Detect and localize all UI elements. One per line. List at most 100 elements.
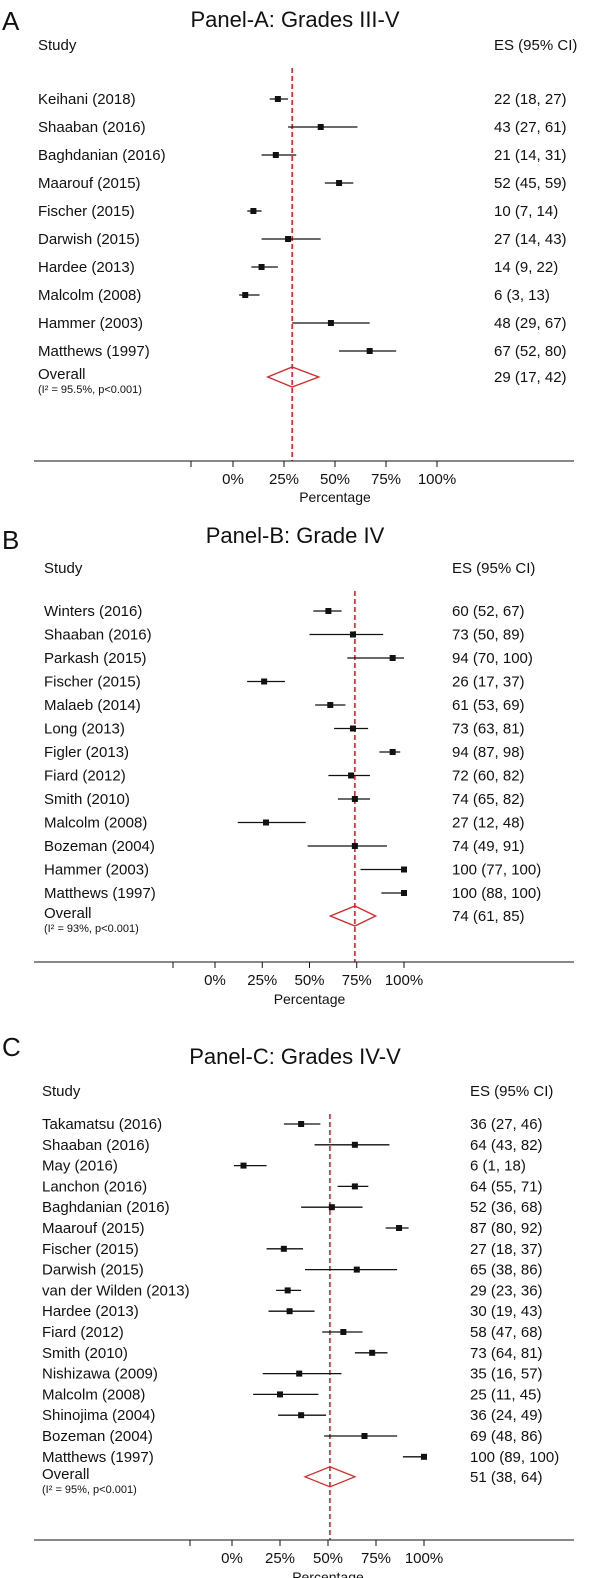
es-value: 65 (38, 86) bbox=[470, 1262, 543, 1279]
es-value: 73 (64, 81) bbox=[470, 1345, 543, 1362]
study-label: Malaeb (2014) bbox=[44, 697, 141, 714]
study-label: Baghdanian (2016) bbox=[42, 1199, 170, 1216]
study-column-header: Study bbox=[44, 560, 83, 577]
es-column-header: ES (95% CI) bbox=[494, 37, 577, 54]
effect-marker bbox=[349, 631, 356, 638]
es-value: 100 (77, 100) bbox=[452, 862, 541, 879]
effect-marker bbox=[298, 1412, 305, 1419]
x-tick-label: 0% bbox=[221, 1550, 243, 1567]
overall-es-value: 51 (38, 64) bbox=[470, 1469, 543, 1486]
effect-marker bbox=[401, 890, 407, 896]
study-label: Hardee (2013) bbox=[38, 259, 135, 276]
effect-marker bbox=[296, 1370, 303, 1377]
effect-marker bbox=[349, 725, 356, 732]
x-tick-label: 25% bbox=[269, 471, 299, 488]
es-value: 67 (52, 80) bbox=[494, 343, 567, 360]
x-axis-label: Percentage bbox=[292, 1569, 364, 1578]
study-label: Figler (2013) bbox=[44, 744, 129, 761]
es-value: 69 (48, 86) bbox=[470, 1428, 543, 1445]
es-value: 6 (3, 13) bbox=[494, 287, 550, 304]
es-value: 27 (12, 48) bbox=[452, 815, 525, 832]
study-label: Bozeman (2004) bbox=[42, 1428, 153, 1445]
chart-title: Panel-C: Grades IV-V bbox=[189, 1044, 401, 1069]
effect-marker bbox=[286, 1308, 293, 1315]
study-column-header: Study bbox=[42, 1083, 81, 1100]
es-value: 21 (14, 31) bbox=[494, 147, 567, 164]
es-value: 52 (36, 68) bbox=[470, 1199, 543, 1216]
overall-diamond bbox=[303, 1466, 357, 1488]
study-label: Lanchon (2016) bbox=[42, 1178, 147, 1195]
effect-marker bbox=[325, 608, 332, 614]
effect-marker bbox=[263, 819, 270, 826]
study-label: Shinojima (2004) bbox=[42, 1407, 155, 1424]
effect-marker bbox=[351, 1183, 358, 1190]
study-label: Fischer (2015) bbox=[42, 1241, 139, 1258]
study-label: Smith (2010) bbox=[42, 1345, 128, 1362]
es-value: 94 (87, 98) bbox=[452, 744, 525, 761]
study-label: Matthews (1997) bbox=[44, 885, 156, 902]
study-label: Long (2013) bbox=[44, 721, 125, 738]
es-value: 74 (49, 91) bbox=[452, 838, 525, 855]
panel-letter: B bbox=[2, 525, 20, 555]
effect-marker bbox=[353, 1266, 360, 1273]
x-tick-label: 0% bbox=[222, 471, 244, 488]
x-tick-label: 0% bbox=[204, 972, 226, 989]
overall-label: Overall bbox=[44, 905, 92, 922]
es-value: 43 (27, 61) bbox=[494, 119, 567, 136]
study-label: Maarouf (2015) bbox=[42, 1220, 145, 1237]
x-tick-label: 75% bbox=[371, 471, 401, 488]
heterogeneity-stats: (I² = 95.5%, p<0.001) bbox=[38, 384, 142, 396]
es-value: 100 (88, 100) bbox=[452, 885, 541, 902]
panel-a: A Panel-A: Grades III-V Study ES (95% CI) K… bbox=[0, 0, 590, 505]
study-label: Shaaban (2016) bbox=[38, 119, 146, 136]
study-label: Takamatsu (2016) bbox=[42, 1116, 162, 1133]
study-label: Baghdanian (2016) bbox=[38, 147, 166, 164]
x-tick-label: 50% bbox=[320, 471, 350, 488]
x-tick-label: 50% bbox=[294, 972, 324, 989]
x-axis-label: Percentage bbox=[299, 489, 371, 505]
study-label: Bozeman (2004) bbox=[44, 838, 155, 855]
es-value: 14 (9, 22) bbox=[494, 259, 558, 276]
es-value: 94 (70, 100) bbox=[452, 650, 533, 667]
forest-plot-b: Panel-B: Grade IV Study ES (95% CI) Winters… bbox=[34, 523, 574, 1007]
x-axis-label: Percentage bbox=[274, 991, 346, 1007]
effect-marker bbox=[327, 320, 334, 326]
effect-marker bbox=[396, 1225, 403, 1231]
es-value: 72 (60, 82) bbox=[452, 768, 525, 785]
effect-marker bbox=[274, 96, 281, 102]
es-value: 22 (18, 27) bbox=[494, 91, 567, 108]
study-label: Parkash (2015) bbox=[44, 650, 147, 667]
x-tick-label: 100% bbox=[385, 972, 423, 989]
effect-marker bbox=[250, 208, 257, 214]
panel-c: C Panel-C: Grades IV-V Study ES (95% CI) Ta… bbox=[0, 1030, 590, 1578]
chart-title: Panel-B: Grade IV bbox=[206, 523, 385, 548]
heterogeneity-stats: (I² = 93%, p<0.001) bbox=[44, 923, 139, 935]
effect-marker bbox=[351, 843, 358, 849]
effect-marker bbox=[361, 1433, 368, 1439]
forest-plot-c: Panel-C: Grades IV-V Study ES (95% CI) Taka… bbox=[34, 1044, 574, 1578]
chart-title: Panel-A: Grades III-V bbox=[190, 7, 399, 32]
es-value: 36 (24, 49) bbox=[470, 1407, 543, 1424]
overall-label: Overall bbox=[38, 366, 86, 383]
es-value: 30 (19, 43) bbox=[470, 1303, 543, 1320]
es-value: 35 (16, 57) bbox=[470, 1366, 543, 1383]
es-value: 64 (43, 82) bbox=[470, 1137, 543, 1154]
es-column-header: ES (95% CI) bbox=[470, 1083, 553, 1100]
study-label: Malcolm (2008) bbox=[38, 287, 141, 304]
heterogeneity-stats: (I² = 95%, p<0.001) bbox=[42, 1484, 137, 1496]
effect-marker bbox=[401, 866, 407, 873]
overall-label: Overall bbox=[42, 1466, 90, 1483]
es-column-header: ES (95% CI) bbox=[452, 560, 535, 577]
x-tick-label: 25% bbox=[265, 1550, 295, 1567]
x-tick-label: 100% bbox=[418, 471, 456, 488]
es-value: 64 (55, 71) bbox=[470, 1178, 543, 1195]
x-tick-label: 100% bbox=[405, 1550, 443, 1567]
es-value: 87 (80, 92) bbox=[470, 1220, 543, 1237]
effect-marker bbox=[284, 1287, 291, 1294]
es-value: 27 (14, 43) bbox=[494, 231, 567, 248]
study-label: Darwish (2015) bbox=[38, 231, 140, 248]
overall-es-value: 29 (17, 42) bbox=[494, 369, 567, 386]
study-label: Maarouf (2015) bbox=[38, 175, 141, 192]
effect-marker bbox=[317, 124, 324, 130]
effect-marker bbox=[285, 236, 292, 242]
